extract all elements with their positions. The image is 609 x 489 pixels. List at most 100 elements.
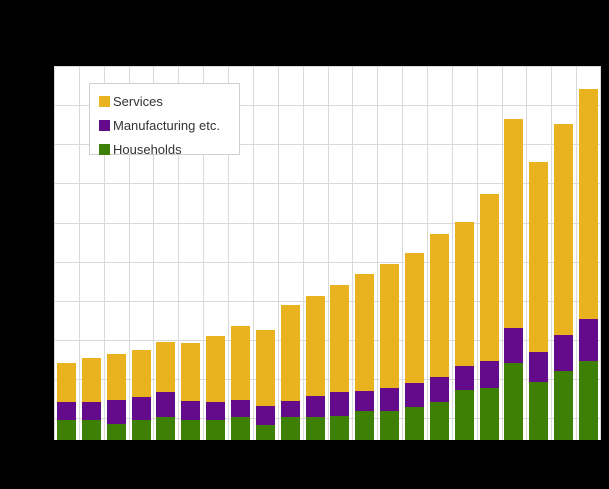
bar-segment-manufacturing-etc[interactable] <box>81 401 101 420</box>
bar-segment-manufacturing-etc[interactable] <box>56 402 76 421</box>
bar-segment-services[interactable] <box>106 354 126 400</box>
bar-segment-manufacturing-etc[interactable] <box>454 365 474 390</box>
bar-segment-services[interactable] <box>529 161 549 353</box>
bar-segment-manufacturing-etc[interactable] <box>206 401 226 420</box>
v-gridline <box>600 66 601 440</box>
bar-stack <box>529 161 549 440</box>
bar-segment-manufacturing-etc[interactable] <box>181 400 201 421</box>
bar-segment-services[interactable] <box>454 222 474 366</box>
bar-segment-services[interactable] <box>181 343 201 401</box>
bar-segment-services[interactable] <box>355 273 375 391</box>
bar-segment-services[interactable] <box>305 295 325 397</box>
bar-segment-households[interactable] <box>529 382 549 440</box>
bar-segment-manufacturing-etc[interactable] <box>504 327 524 363</box>
bar-segment-services[interactable] <box>429 233 449 378</box>
bar-segment-services[interactable] <box>330 284 350 393</box>
bar-segment-households[interactable] <box>579 361 599 440</box>
bar-segment-households[interactable] <box>181 420 201 440</box>
bars-container <box>54 66 601 440</box>
bar-segment-services[interactable] <box>56 362 76 403</box>
bar-segment-households[interactable] <box>479 387 499 440</box>
bar-segment-households[interactable] <box>280 417 300 440</box>
bar-stack <box>579 89 599 440</box>
h-gridline <box>54 418 601 419</box>
bar-stack <box>330 284 350 440</box>
bar-segment-services[interactable] <box>255 330 275 407</box>
v-gridline <box>402 66 403 440</box>
bar-stack <box>106 354 126 440</box>
bar-stack <box>504 118 524 440</box>
bar-segment-households[interactable] <box>206 419 226 440</box>
v-gridline <box>303 66 304 440</box>
bar-segment-services[interactable] <box>579 89 599 319</box>
bar-segment-households[interactable] <box>504 362 524 440</box>
bar-segment-households[interactable] <box>330 415 350 440</box>
v-gridline <box>54 66 55 440</box>
h-gridline <box>54 183 601 184</box>
bar-segment-households[interactable] <box>230 417 250 440</box>
legend-item-households[interactable]: Households <box>99 137 239 161</box>
bar-segment-households[interactable] <box>106 423 126 440</box>
bar-segment-manufacturing-etc[interactable] <box>305 396 325 417</box>
bar-stack <box>56 362 76 440</box>
v-gridline <box>79 66 80 440</box>
bar-segment-manufacturing-etc[interactable] <box>230 399 250 418</box>
h-gridline <box>54 66 601 67</box>
legend-item-services[interactable]: Services <box>99 89 239 113</box>
bar-segment-manufacturing-etc[interactable] <box>429 377 449 402</box>
bar-segment-households[interactable] <box>405 406 425 440</box>
bar-segment-services[interactable] <box>230 326 250 400</box>
bar-stack <box>380 263 400 440</box>
bar-segment-services[interactable] <box>206 336 226 402</box>
bar-stack <box>355 273 375 440</box>
bar-segment-manufacturing-etc[interactable] <box>405 383 425 407</box>
bar-stack <box>405 253 425 440</box>
v-gridline <box>477 66 478 440</box>
bar-segment-services[interactable] <box>380 263 400 389</box>
bar-segment-households[interactable] <box>81 419 101 440</box>
h-gridline <box>54 262 601 263</box>
bar-segment-households[interactable] <box>56 420 76 440</box>
bar-segment-households[interactable] <box>429 401 449 440</box>
bar-segment-services[interactable] <box>131 350 151 397</box>
bar-segment-services[interactable] <box>554 124 574 336</box>
bar-segment-manufacturing-etc[interactable] <box>255 406 275 425</box>
bar-segment-manufacturing-etc[interactable] <box>554 335 574 372</box>
bar-segment-manufacturing-etc[interactable] <box>355 390 375 411</box>
bar-segment-manufacturing-etc[interactable] <box>380 388 400 411</box>
bar-segment-manufacturing-etc[interactable] <box>479 360 499 388</box>
bar-segment-services[interactable] <box>405 253 425 384</box>
bar-stack <box>131 350 151 440</box>
bar-segment-households[interactable] <box>131 419 151 440</box>
bar-segment-services[interactable] <box>479 194 499 361</box>
v-gridline <box>526 66 527 440</box>
bar-segment-manufacturing-etc[interactable] <box>529 352 549 383</box>
bar-segment-services[interactable] <box>504 118 524 328</box>
bar-segment-households[interactable] <box>355 410 375 440</box>
manufacturing-swatch-icon <box>99 119 110 131</box>
bar-segment-manufacturing-etc[interactable] <box>106 399 126 424</box>
bar-segment-households[interactable] <box>305 416 325 440</box>
v-gridline <box>253 66 254 440</box>
bar-segment-households[interactable] <box>156 416 176 440</box>
h-gridline <box>54 379 601 380</box>
bar-stack <box>255 330 275 440</box>
bar-segment-services[interactable] <box>280 304 300 402</box>
h-gridline <box>54 340 601 341</box>
bar-segment-manufacturing-etc[interactable] <box>280 401 300 418</box>
bar-segment-households[interactable] <box>380 410 400 440</box>
bar-segment-manufacturing-etc[interactable] <box>156 392 176 417</box>
bar-segment-manufacturing-etc[interactable] <box>579 318 599 362</box>
v-gridline <box>153 66 154 440</box>
bar-segment-services[interactable] <box>156 342 176 393</box>
legend-item-manufacturing[interactable]: Manufacturing etc. <box>99 113 239 137</box>
v-gridline <box>328 66 329 440</box>
bar-segment-services[interactable] <box>81 358 101 402</box>
bar-segment-manufacturing-etc[interactable] <box>131 396 151 420</box>
bar-stack <box>156 342 176 440</box>
bar-segment-manufacturing-etc[interactable] <box>330 392 350 416</box>
bar-segment-households[interactable] <box>454 389 474 440</box>
services-swatch-icon <box>99 95 110 107</box>
bar-segment-households[interactable] <box>554 371 574 440</box>
bar-segment-households[interactable] <box>255 424 275 440</box>
